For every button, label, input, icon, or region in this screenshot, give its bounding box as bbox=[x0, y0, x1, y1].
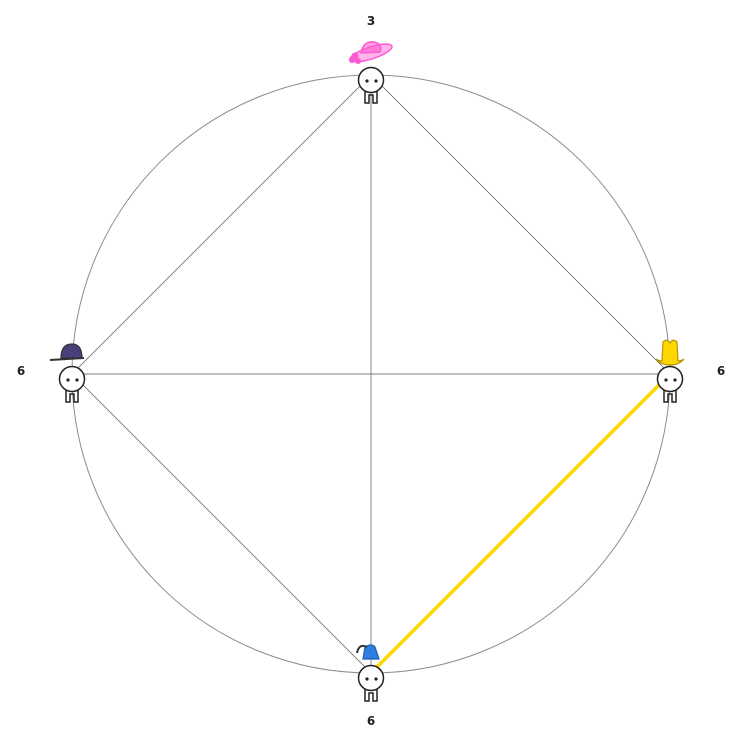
figure-layer bbox=[49, 41, 685, 702]
figure-bottom bbox=[356, 644, 385, 702]
edge-right-bottom bbox=[369, 372, 672, 675]
edge-left-bottom bbox=[71, 373, 372, 674]
edge-top-right bbox=[370, 74, 671, 375]
beanie-hat-icon bbox=[356, 644, 380, 660]
node-label-bottom: 6 bbox=[367, 714, 375, 728]
edge-top-left bbox=[71, 74, 372, 375]
edge-layer bbox=[71, 74, 672, 675]
figure-top bbox=[349, 41, 393, 104]
node-label-top: 3 bbox=[367, 14, 375, 28]
node-label-left: 6 bbox=[17, 364, 25, 378]
node-label-right: 6 bbox=[717, 364, 725, 378]
figure-right bbox=[655, 339, 685, 403]
figure-left bbox=[49, 343, 86, 403]
sunhat-hat-icon bbox=[349, 41, 393, 64]
cap-hat-icon bbox=[49, 343, 85, 361]
cowboy-hat-icon bbox=[655, 339, 685, 366]
